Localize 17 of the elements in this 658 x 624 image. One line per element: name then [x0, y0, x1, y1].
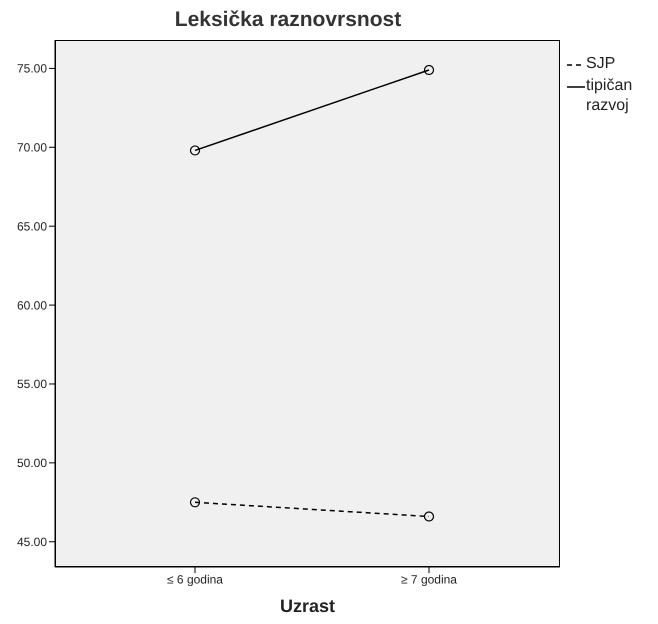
y-tick-label: 50.00 [16, 456, 48, 470]
legend-label: SJP [586, 54, 616, 74]
point [424, 511, 434, 522]
y-tick-label: 70.00 [16, 140, 48, 155]
x-tick-label: ≤ 6 godina [167, 572, 224, 587]
chart-title: Leksička raznovrsnost [174, 8, 402, 33]
point [190, 145, 200, 156]
point [424, 64, 434, 76]
x-axis-title: Uzrast [280, 596, 336, 616]
y-tick-label: 55.00 [16, 377, 48, 392]
point [190, 497, 200, 508]
y-tick-label: 75.00 [16, 62, 48, 76]
x-tick-label: ≥ 7 godina [401, 572, 458, 587]
y-tick-label: 60.00 [16, 298, 48, 312]
y-tick-label: 45.00 [16, 535, 48, 550]
legend-label: tipičan razvoj [586, 76, 634, 116]
y-tick-label: 65.00 [16, 219, 48, 234]
